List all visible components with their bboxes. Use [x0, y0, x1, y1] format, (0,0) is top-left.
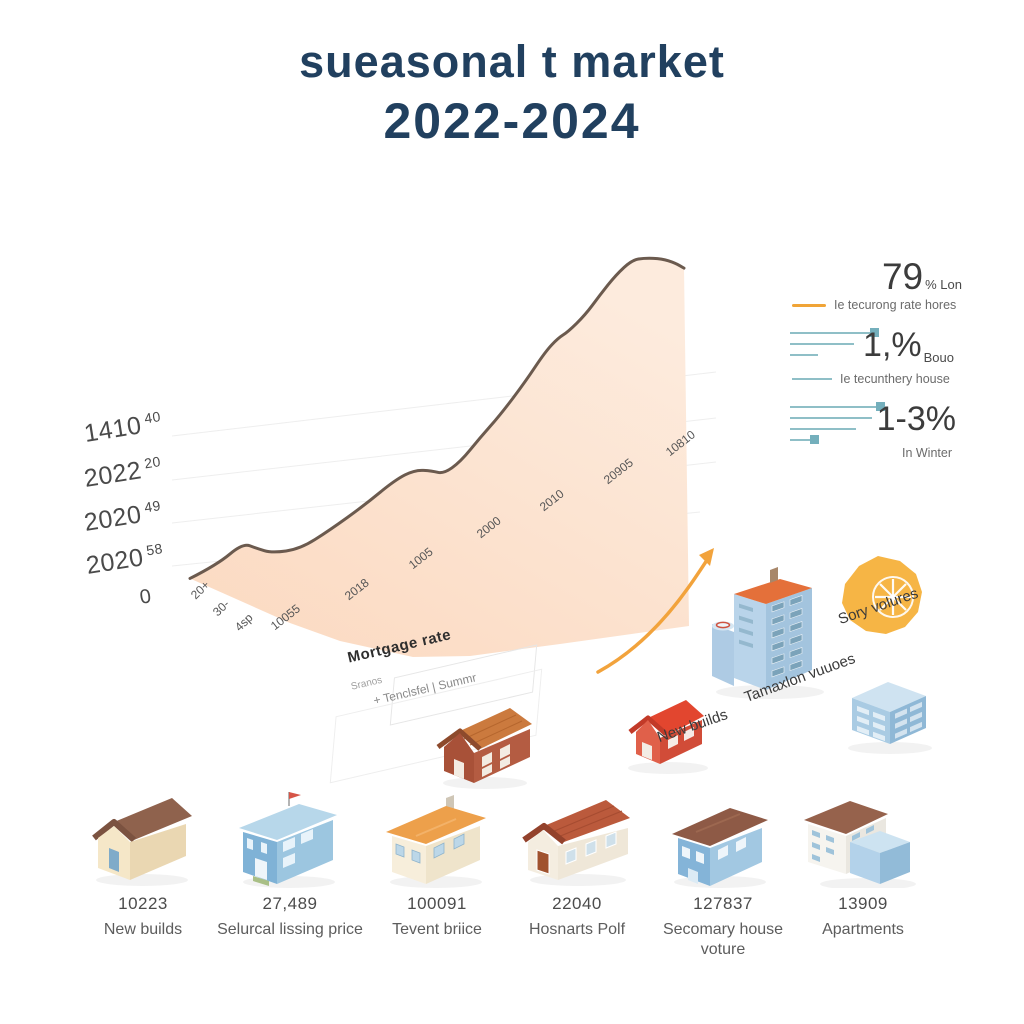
apartment-block-icon: [804, 801, 916, 888]
item-label: Tevent briice: [392, 921, 482, 938]
sun-fan-icon: [842, 556, 922, 634]
item-value: 27,489: [262, 894, 318, 913]
stat-block-secondary-house: 1,% Bouo Ie tecunthery house: [790, 326, 968, 390]
item-label: New builds: [103, 921, 183, 938]
bottom-item-hosnarts: 22040 Hosnarts Polf: [502, 778, 652, 940]
brick-house-icon: [436, 708, 532, 789]
mini-bars-icon: [790, 402, 894, 450]
mortgage-rate-curve: [188, 256, 686, 580]
page-title-line1: sueasonal t market: [299, 36, 725, 87]
stat-label: In Winter: [901, 446, 952, 460]
tower-building-icon: [712, 567, 824, 699]
red-house-icon: [628, 700, 708, 774]
stat-suffix: % Lon: [925, 277, 962, 292]
low-building-icon: [848, 682, 932, 754]
blue-two-story-house-icon: [239, 792, 337, 888]
item-value: 10223: [118, 894, 168, 913]
item-value: 100091: [407, 894, 467, 913]
orange-dash-icon: [792, 303, 826, 307]
stat-block-secondary-rate: 79% Lon Ie tecurong rate hores: [790, 256, 968, 320]
item-label: Hosnarts Polf: [528, 921, 626, 938]
area-fill-shape: [190, 258, 689, 657]
terracotta-cottage-icon: [522, 800, 630, 886]
item-value: 22040: [552, 894, 602, 913]
stat-label: Ie tecunthery house: [840, 372, 950, 386]
growth-arrow-icon: [596, 548, 714, 674]
item-value: 127837: [693, 894, 753, 913]
bottom-item-listing-price: 27,489 Selurcal lissing price: [215, 778, 365, 940]
bottom-item-secondary-house: 127837 Secomary house voture: [648, 778, 798, 960]
teal-line-icon: [792, 378, 832, 380]
item-value: 13909: [838, 894, 888, 913]
cream-house-icon: [92, 798, 192, 886]
orange-roof-house-icon: [386, 795, 486, 888]
page-title-line2: 2022-2024: [383, 93, 641, 149]
stat-suffix: Bouo: [923, 350, 954, 365]
stat-block-winter: 1-3% In Winter: [790, 398, 968, 462]
mini-bars-icon: [790, 328, 888, 365]
bottom-item-apartments: 13909 Apartments: [788, 778, 938, 940]
market-scene: [596, 548, 932, 774]
blue-brown-roof-house-icon: [672, 808, 768, 888]
stat-value: 1,%: [863, 326, 922, 364]
item-label: Selurcal lissing price: [217, 921, 363, 938]
stat-value: 79: [881, 256, 924, 297]
item-label: Secomary house voture: [662, 921, 784, 958]
item-label: Apartments: [822, 921, 904, 938]
bottom-item-new-builds: 10223 New builds: [68, 778, 218, 940]
bottom-item-rent-price: 100091 Tevent briice: [362, 778, 512, 940]
stat-value: 1-3%: [876, 400, 956, 438]
stat-label: Ie tecurong rate hores: [834, 298, 957, 312]
